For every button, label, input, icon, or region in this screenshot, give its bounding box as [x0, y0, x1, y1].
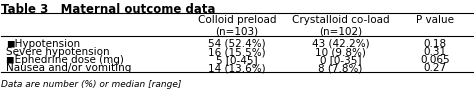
Text: ◼Hypotension: ◼Hypotension [6, 39, 80, 49]
Text: 0.31: 0.31 [423, 47, 447, 57]
Text: 16 (15.5%): 16 (15.5%) [208, 47, 266, 57]
Text: ◼Ephedrine dose (mg): ◼Ephedrine dose (mg) [6, 55, 124, 65]
Text: 0 [0-35]: 0 [0-35] [320, 55, 361, 65]
Text: 10 (9.8%): 10 (9.8%) [315, 47, 366, 57]
Text: Crystalloid co-load
(n=102): Crystalloid co-load (n=102) [292, 15, 390, 37]
Text: Table 3   Maternal outcome data: Table 3 Maternal outcome data [1, 3, 216, 16]
Text: 14 (13.6%): 14 (13.6%) [208, 63, 266, 73]
Text: 54 (52.4%): 54 (52.4%) [208, 39, 266, 49]
Text: 0.27: 0.27 [423, 63, 447, 73]
Text: Data are number (%) or median [range]: Data are number (%) or median [range] [1, 80, 182, 89]
Text: Nausea and/or vomiting: Nausea and/or vomiting [6, 63, 131, 73]
Text: P value: P value [416, 15, 454, 25]
Text: Severe hypotension: Severe hypotension [6, 47, 109, 57]
Text: 0.065: 0.065 [420, 55, 450, 65]
Text: Colloid preload
(n=103): Colloid preload (n=103) [198, 15, 276, 37]
Text: 43 (42.2%): 43 (42.2%) [312, 39, 369, 49]
Text: 0.18: 0.18 [423, 39, 447, 49]
Text: 8 (7.8%): 8 (7.8%) [319, 63, 363, 73]
Text: 5 [0-45]: 5 [0-45] [216, 55, 258, 65]
